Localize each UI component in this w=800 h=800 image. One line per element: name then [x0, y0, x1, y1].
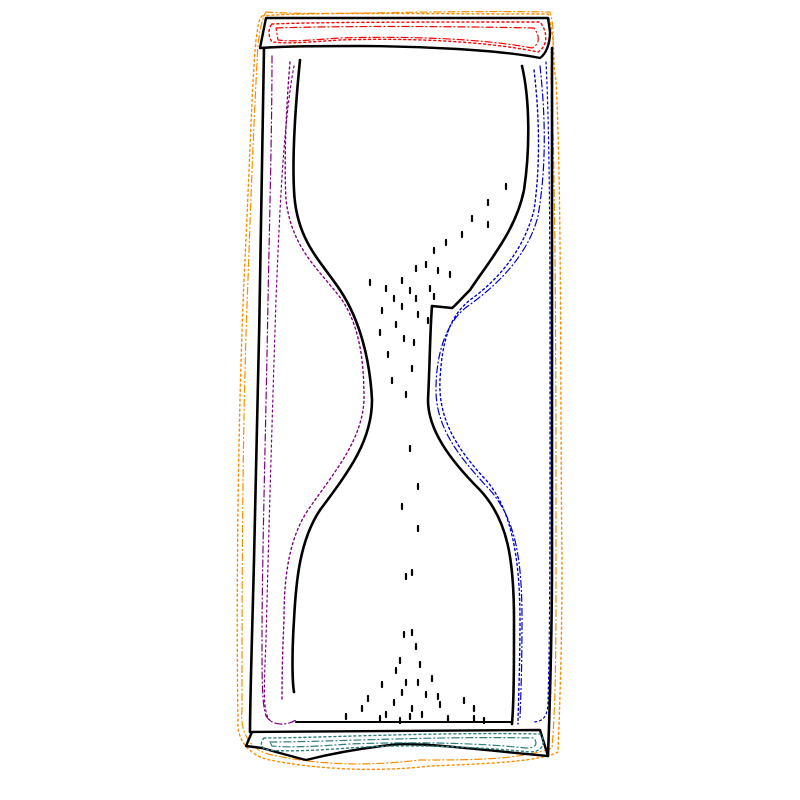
outer-dashdot-outline — [241, 10, 557, 765]
bottom-cap-outline-teal-dotted — [260, 732, 544, 753]
glass-right-blue-dotted — [439, 69, 540, 725]
glass-left-purple-dashdot — [261, 55, 297, 725]
glass-right-blue-dotted-outer — [531, 61, 551, 723]
outer-dotted-outline — [236, 12, 563, 771]
top-cap-outline-red-dotted — [268, 21, 547, 53]
sand-top — [368, 182, 508, 385]
glass-left-purple-dotted — [281, 61, 365, 701]
glass-left-black — [291, 58, 374, 694]
glass-right — [426, 61, 551, 726]
glass-left-purple-dotted-outer — [263, 65, 295, 723]
glass-right-black — [426, 64, 530, 726]
top-cap-outline-black — [258, 16, 552, 60]
top-cap — [258, 16, 552, 60]
top-cap-outline-red-dashdot — [275, 25, 539, 49]
sand-falling — [394, 390, 422, 687]
left-post — [248, 46, 266, 734]
bottom-cap-outline-teal-dashdot — [269, 737, 537, 749]
bottom-cap-outline-black — [244, 728, 550, 762]
glass-right-blue-dashdot — [435, 65, 545, 721]
right-post — [546, 46, 554, 758]
sand-bottom — [344, 674, 486, 725]
glass-left — [261, 55, 374, 725]
bottom-cap — [244, 728, 550, 762]
